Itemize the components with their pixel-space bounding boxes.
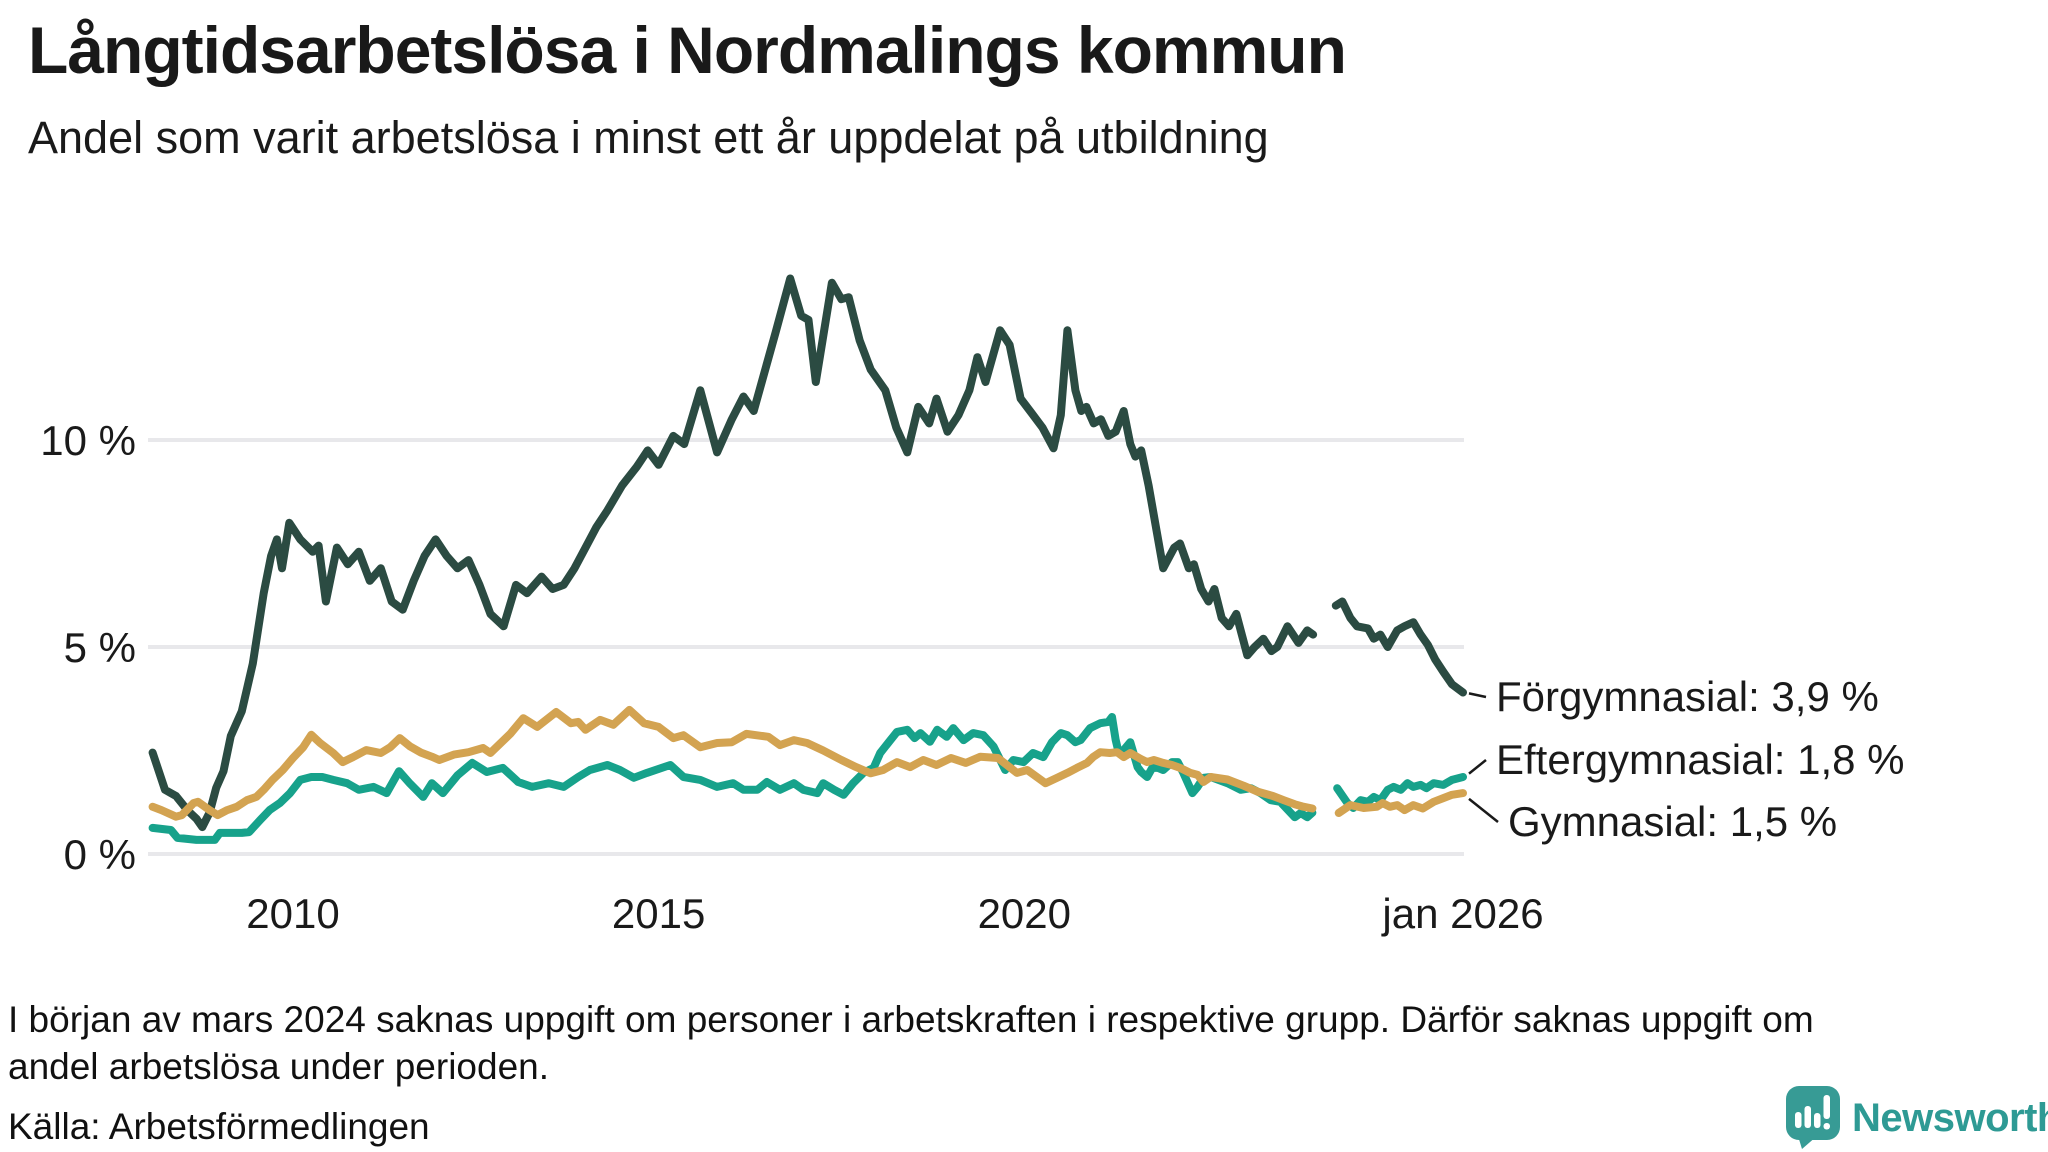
newsworthy-icon bbox=[1786, 1086, 1840, 1149]
series-line-förgymnasial bbox=[148, 274, 1318, 832]
series-end-label-gymnasial: Gymnasial: 1,5 % bbox=[1508, 798, 1838, 845]
x-tick-label: 2010 bbox=[246, 890, 339, 937]
chart-subtitle: Andel som varit arbetslösa i minst ett å… bbox=[28, 112, 1269, 163]
series-end-label-eftergymnasial: Eftergymnasial: 1,8 % bbox=[1496, 736, 1905, 783]
newsworthy-logo: Newsworthy bbox=[1786, 1086, 2048, 1150]
label-connector bbox=[1468, 797, 1499, 823]
series-line-eftergymnasial bbox=[148, 713, 1317, 844]
label-connector bbox=[1468, 759, 1487, 775]
y-tick-label: 5 % bbox=[64, 624, 136, 671]
footnote-line-2: andel arbetslösa under perioden. bbox=[8, 1046, 549, 1087]
page-title: Långtidsarbetslösa i Nordmalings kommun bbox=[28, 13, 1347, 87]
x-tick-label: 2020 bbox=[978, 890, 1071, 937]
y-tick-label: 10 % bbox=[40, 417, 136, 464]
newsworthy-wordmark: Newsworthy bbox=[1852, 1095, 2048, 1140]
x-tick-label: jan 2026 bbox=[1380, 890, 1543, 937]
series-line-gymnasial bbox=[148, 705, 1317, 821]
footnote: I början av mars 2024 saknas uppgift om … bbox=[8, 996, 1814, 1090]
footnote-line-1: I början av mars 2024 saknas uppgift om … bbox=[8, 999, 1814, 1040]
series-end-label-forgymnasial: Förgymnasial: 3,9 % bbox=[1496, 673, 1879, 720]
y-tick-label: 0 % bbox=[64, 831, 136, 878]
source-text: Källa: Arbetsförmedlingen bbox=[8, 1106, 430, 1147]
series-line-förgymnasial bbox=[1331, 597, 1467, 697]
series-line-gymnasial bbox=[1334, 789, 1467, 817]
x-tick-label: 2015 bbox=[612, 890, 705, 937]
series-line-eftergymnasial bbox=[1333, 773, 1467, 812]
label-connector bbox=[1468, 692, 1487, 699]
